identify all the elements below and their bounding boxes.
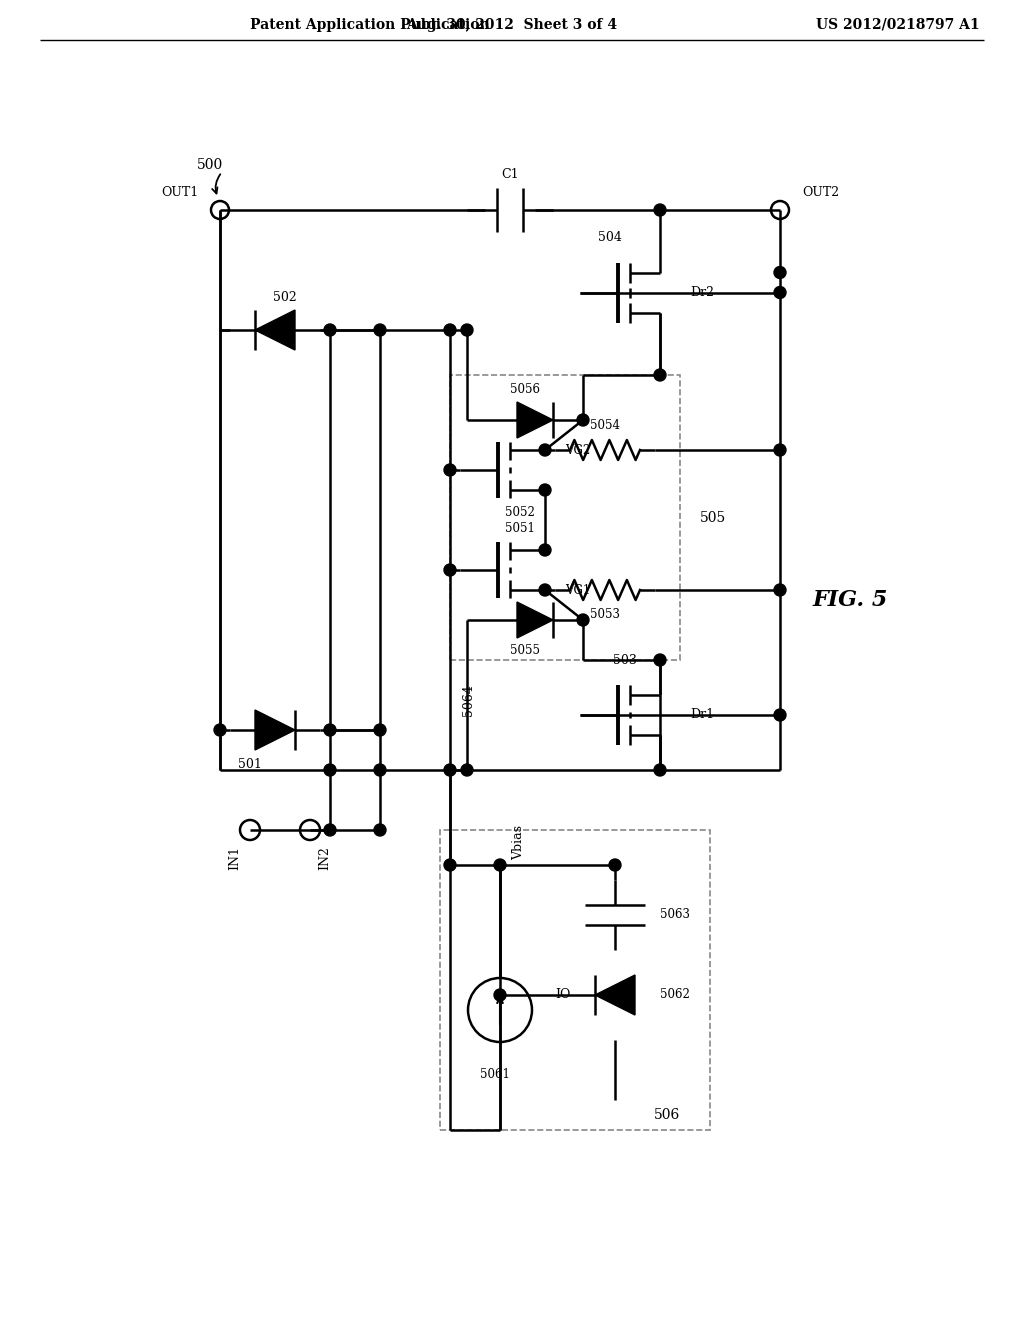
Text: IN1: IN1 [228,846,242,870]
Text: 506: 506 [653,1107,680,1122]
Circle shape [461,764,473,776]
Circle shape [774,444,786,455]
Circle shape [774,583,786,597]
Circle shape [214,723,226,737]
Circle shape [444,859,456,871]
Text: Vbias: Vbias [512,825,525,861]
Text: 501: 501 [238,759,262,771]
Circle shape [374,764,386,776]
Text: IN2: IN2 [318,846,332,870]
Circle shape [774,709,786,721]
Circle shape [324,824,336,836]
Circle shape [609,859,621,871]
Text: 505: 505 [700,511,726,524]
Circle shape [444,465,456,477]
Circle shape [374,323,386,337]
Polygon shape [517,602,553,638]
Text: 5064: 5064 [462,684,475,715]
Circle shape [324,723,336,737]
Text: C1: C1 [501,169,519,181]
Circle shape [654,370,666,381]
Circle shape [577,414,589,426]
Circle shape [444,564,456,576]
Bar [440,830,710,1130]
Circle shape [654,205,666,216]
Polygon shape [595,975,635,1015]
Circle shape [539,583,551,597]
Circle shape [539,444,551,455]
Text: 5053: 5053 [590,609,620,622]
Polygon shape [255,310,295,350]
Circle shape [444,764,456,776]
Circle shape [374,824,386,836]
Circle shape [324,323,336,337]
Text: Dr2: Dr2 [690,286,714,300]
Circle shape [539,544,551,556]
Text: 5051: 5051 [505,521,535,535]
Text: 5061: 5061 [480,1068,510,1081]
Polygon shape [255,710,295,750]
Text: 500: 500 [197,158,223,172]
Text: 503: 503 [613,653,637,667]
Text: IO: IO [555,989,570,1002]
Text: FIG. 5: FIG. 5 [812,589,888,611]
Circle shape [654,764,666,776]
Text: Patent Application Publication: Patent Application Publication [250,18,489,32]
Circle shape [494,859,506,871]
Text: 5054: 5054 [590,418,620,432]
Text: OUT2: OUT2 [802,186,839,198]
Bar [450,375,680,660]
Circle shape [654,653,666,667]
Circle shape [444,323,456,337]
Text: 504: 504 [598,231,622,244]
Circle shape [494,989,506,1001]
Circle shape [539,484,551,496]
Text: 5056: 5056 [510,384,540,396]
Text: 5052: 5052 [505,506,535,519]
Text: 502: 502 [273,292,297,305]
Circle shape [461,323,473,337]
Circle shape [774,267,786,279]
Circle shape [374,723,386,737]
Circle shape [774,286,786,298]
Text: 5062: 5062 [660,989,690,1002]
Text: 5055: 5055 [510,644,540,656]
Text: OUT1: OUT1 [161,186,198,198]
Text: 5063: 5063 [660,908,690,921]
Circle shape [324,764,336,776]
Text: VG2: VG2 [565,444,590,457]
Text: VG1: VG1 [565,583,590,597]
Text: Aug. 30, 2012  Sheet 3 of 4: Aug. 30, 2012 Sheet 3 of 4 [407,18,617,32]
Text: US 2012/0218797 A1: US 2012/0218797 A1 [816,18,980,32]
Text: Dr1: Dr1 [690,709,714,722]
Polygon shape [517,403,553,438]
Circle shape [577,614,589,626]
